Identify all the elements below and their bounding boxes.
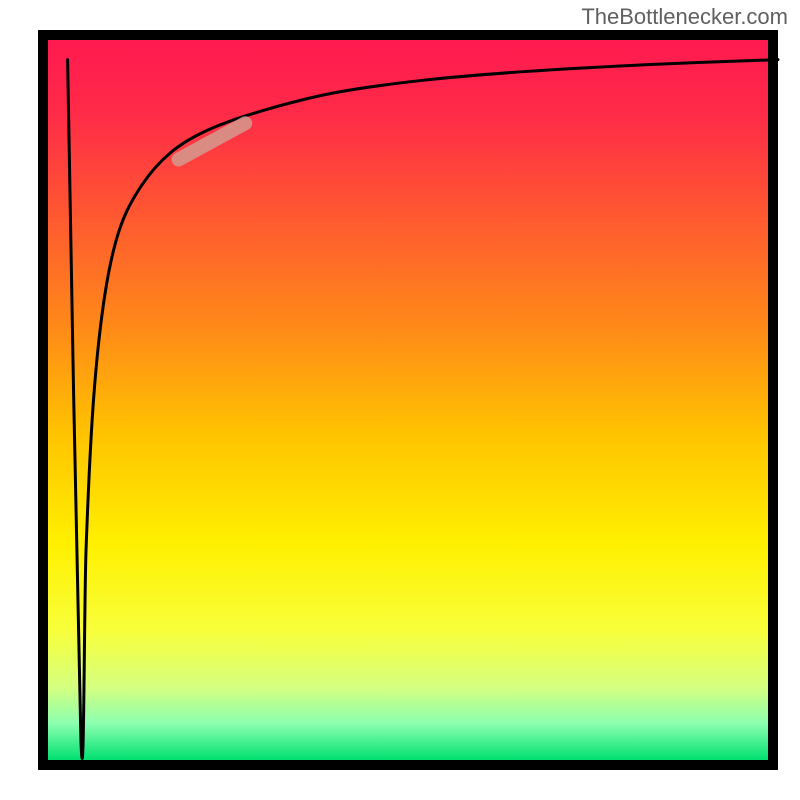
- chart-stage: TheBottlenecker.com: [0, 0, 800, 800]
- plot-area: [0, 0, 800, 800]
- chart-svg: [0, 0, 800, 800]
- gradient-background: [48, 40, 768, 760]
